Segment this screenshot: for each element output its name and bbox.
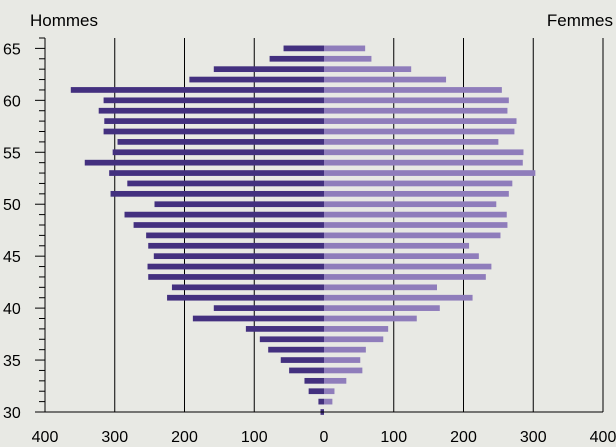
y-tick-label: 60: [3, 93, 21, 110]
y-tick-label: 30: [3, 405, 21, 422]
bar-hommes: [269, 55, 324, 62]
bar-femmes: [324, 149, 524, 156]
x-tick-label: 0: [320, 429, 329, 446]
bar-hommes: [103, 97, 324, 104]
right-series-label: Femmes: [547, 11, 613, 30]
x-tick-label: 100: [380, 429, 407, 446]
bar-hommes: [148, 274, 324, 280]
bar-femmes: [324, 222, 508, 228]
bar-femmes: [324, 336, 384, 343]
bar-hommes: [103, 128, 324, 135]
bar-hommes: [268, 346, 324, 353]
bar-femmes: [324, 66, 412, 73]
x-tick-label: 200: [450, 429, 477, 446]
bar-femmes: [324, 232, 501, 239]
bar-femmes: [324, 170, 536, 176]
bar-hommes: [189, 76, 324, 83]
bar-hommes: [109, 170, 324, 176]
bar-hommes: [154, 201, 324, 208]
bar-hommes: [283, 45, 324, 52]
y-tick-label: 40: [3, 301, 21, 318]
x-tick-label: 200: [171, 429, 198, 446]
bar-femmes: [324, 211, 507, 218]
bar-femmes: [324, 159, 523, 166]
bar-hommes: [245, 326, 324, 332]
bar-femmes: [324, 201, 497, 208]
bar-femmes: [324, 139, 499, 145]
bar-femmes: [324, 45, 366, 52]
bar-hommes: [304, 377, 324, 384]
bar-hommes: [167, 294, 324, 301]
bar-hommes: [104, 118, 324, 124]
bar-hommes: [133, 222, 324, 228]
bar-hommes: [280, 357, 324, 363]
bar-hommes: [259, 336, 324, 343]
bar-femmes: [324, 367, 363, 374]
bar-hommes: [171, 284, 324, 291]
bar-femmes: [324, 253, 479, 260]
y-tick-label: 55: [3, 145, 21, 162]
y-tick-label: 50: [3, 197, 21, 214]
bar-femmes: [324, 118, 517, 124]
bar-hommes: [127, 180, 325, 187]
bar-hommes: [84, 159, 324, 166]
bar-femmes: [324, 128, 515, 135]
bar-femmes: [324, 398, 333, 405]
x-tick-label: 400: [32, 429, 59, 446]
bar-hommes: [192, 315, 324, 322]
bar-hommes: [110, 190, 324, 197]
bar-hommes: [70, 87, 325, 93]
x-tick-label: 300: [101, 429, 128, 446]
bar-femmes: [324, 305, 440, 311]
bar-femmes: [324, 274, 486, 280]
bar-femmes: [324, 97, 509, 104]
right-bars: [324, 45, 536, 405]
bar-femmes: [324, 377, 347, 384]
y-tick-label: 45: [3, 249, 21, 266]
left-bars: [70, 45, 325, 415]
bar-femmes: [324, 346, 366, 353]
bar-hommes: [289, 367, 324, 374]
bar-hommes: [318, 398, 324, 405]
bar-femmes: [324, 357, 361, 363]
bar-femmes: [324, 76, 447, 83]
x-tick-label: 400: [590, 429, 616, 446]
x-tick-label: 300: [520, 429, 547, 446]
bar-hommes: [117, 139, 324, 145]
bar-femmes: [324, 107, 508, 114]
bar-femmes: [324, 190, 509, 197]
bar-femmes: [324, 87, 502, 93]
bar-hommes: [112, 149, 324, 156]
left-series-label: Hommes: [30, 11, 98, 30]
bar-femmes: [324, 263, 492, 270]
bar-hommes: [147, 263, 324, 270]
bar-hommes: [308, 388, 324, 395]
bar-hommes: [148, 242, 324, 249]
bar-femmes: [324, 315, 417, 322]
bar-femmes: [324, 326, 389, 332]
bar-femmes: [324, 284, 437, 291]
bar-femmes: [324, 55, 372, 62]
bar-hommes: [213, 66, 324, 73]
bar-hommes: [124, 211, 324, 218]
bar-femmes: [324, 388, 335, 395]
bar-femmes: [324, 180, 513, 187]
bar-hommes: [146, 232, 324, 239]
y-tick-label: 35: [3, 353, 21, 370]
bar-hommes: [98, 107, 325, 114]
y-tick-label: 65: [3, 41, 21, 58]
bar-femmes: [324, 242, 470, 249]
bar-hommes: [213, 305, 324, 311]
x-axis: 400 300 200 100 0 100 200 300 400: [32, 411, 616, 446]
x-tick-label: 100: [241, 429, 268, 446]
bar-femmes: [324, 294, 473, 301]
y-axis: 30 35 40 45 50 55 60 65: [3, 37, 46, 422]
bar-hommes: [153, 253, 324, 260]
